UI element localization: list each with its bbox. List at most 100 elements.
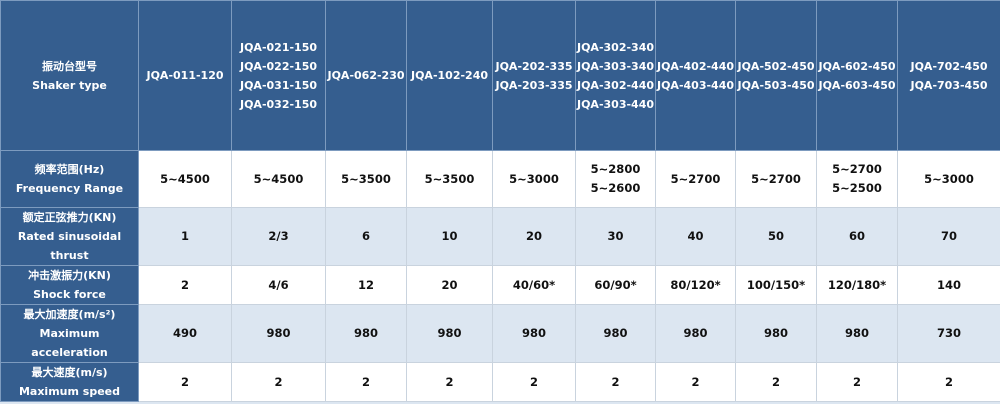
model-header-text: JQA-503-450 <box>737 78 815 92</box>
table-cell: 2/3 <box>231 207 326 266</box>
row-label-text: Frequency Range <box>15 182 124 195</box>
table-cell: 5~3500 <box>406 150 493 208</box>
table-cell: 4/6 <box>231 265 326 305</box>
table-cell: 980 <box>655 304 736 363</box>
model-header-text: JQA-302-440 <box>576 78 654 92</box>
table-cell-text: 20 <box>441 277 458 292</box>
table-cell-text: 80/120* <box>670 277 721 292</box>
table-row: 频率范围(Hz) Frequency Range 5~4500 5~4500 5~350… <box>0 150 1000 208</box>
table-cell-text: 5~2700 <box>670 171 721 186</box>
table-cell-text: 2 <box>944 374 953 389</box>
table-cell-text: 980 <box>353 326 378 340</box>
row-label-text: Rated sinusoidal thrust <box>17 230 122 262</box>
table-cell: 5~3000 <box>897 150 1000 208</box>
table-cell: 12 <box>325 265 407 305</box>
table-cell-text: 980 <box>603 326 628 340</box>
row-label: 最大速度(m/s) Maximum speed <box>0 362 139 402</box>
model-header-text: JQA-502-450 <box>737 59 815 73</box>
table-cell-text: 2 <box>852 374 861 389</box>
table-cell: 5~2700 <box>735 150 817 208</box>
table-cell-text: 5~4500 <box>160 171 210 186</box>
table-cell: 980 <box>575 304 656 363</box>
table-cell: 2 <box>735 362 817 402</box>
table-cell: 980 <box>735 304 817 363</box>
table-cell-text: 60/90* <box>594 277 637 292</box>
table-cell: 50 <box>735 207 817 266</box>
model-header-text: JQA-102-240 <box>410 69 488 82</box>
table-cell: 60 <box>816 207 898 266</box>
model-header-text: JQA-602-450 <box>818 59 896 73</box>
table-cell-text: 50 <box>767 229 784 243</box>
table-cell: 100/150* <box>735 265 817 305</box>
row-label-text: Shaker type <box>32 78 107 92</box>
row-label-text: 最大加速度(m/s²) <box>23 308 116 321</box>
table-cell-text: 5~2700 <box>751 171 801 186</box>
table-cell-text: 1 <box>180 229 189 243</box>
table-cell-text: 60 <box>848 229 865 243</box>
row-label-text: 冲击激振力(KN) <box>28 269 111 282</box>
row-label-text: 频率范围(Hz) <box>34 163 105 176</box>
table-cell: 490 <box>138 304 232 363</box>
model-header-text: JQA-011-120 <box>146 69 224 82</box>
table-cell: 80/120* <box>655 265 736 305</box>
table-cell: 980 <box>406 304 493 363</box>
model-header-text: JQA-403-440 <box>656 78 734 92</box>
table-cell: 5~2700 <box>655 150 736 208</box>
row-label-text: 额定正弦推力(KN) <box>22 211 117 224</box>
table-cell: 5~3500 <box>325 150 407 208</box>
row-label: 振动台型号 Shaker type <box>0 0 139 151</box>
model-header-text: JQA-031-150 <box>239 78 317 92</box>
table-cell-text: 5~4500 <box>253 171 304 186</box>
row-label: 最大加速度(m/s²) Maximum acceleration <box>0 304 139 363</box>
table-cell-text: 980 <box>763 326 788 340</box>
table-cell-text: 4/6 <box>268 277 289 292</box>
table-cell-text: 140 <box>936 277 961 292</box>
table-cell-text: 980 <box>521 326 546 340</box>
model-header-text: JQA-302-340 <box>576 40 654 54</box>
table-cell-text: 5~2700 <box>832 162 882 176</box>
table-cell-text: 20 <box>525 229 542 243</box>
table-cell-text: 70 <box>940 229 957 243</box>
table-cell-text: 2 <box>180 374 189 389</box>
table-cell-text: 5~3500 <box>341 171 391 186</box>
table-cell: 20 <box>492 207 576 266</box>
table-cell: 1 <box>138 207 232 266</box>
row-label: 冲击激振力(KN) Shock force <box>0 265 139 305</box>
table-cell-text: 2 <box>361 374 370 389</box>
table-cell: 730 <box>897 304 1000 363</box>
model-header-text: JQA-062-230 <box>327 69 405 82</box>
table-cell-text: 40/60* <box>512 277 556 292</box>
table-cell: 20 <box>406 265 493 305</box>
table-cell: 5~2700 5~2500 <box>816 150 898 208</box>
table-cell-text: 5~2600 <box>590 181 641 195</box>
table-cell-text: 5~3500 <box>424 171 475 186</box>
table-cell-text: 40 <box>687 229 704 243</box>
table-row: 冲击激振力(KN) Shock force 2 4/6 12 20 40/60* 60/90*… <box>0 265 1000 305</box>
table-cell: 2 <box>816 362 898 402</box>
row-label-text: 振动台型号 <box>42 59 97 73</box>
table-cell: 70 <box>897 207 1000 266</box>
row-label-text: 最大速度(m/s) <box>31 366 108 379</box>
model-header-text: JQA-022-150 <box>239 59 317 73</box>
table-cell: 140 <box>897 265 1000 305</box>
table-cell-text: 980 <box>683 326 708 340</box>
model-header: JQA-502-450 JQA-503-450 <box>735 0 817 151</box>
model-header: JQA-402-440 JQA-403-440 <box>655 0 736 151</box>
model-header: JQA-011-120 <box>138 0 232 151</box>
model-header-text: JQA-202-335 <box>495 59 573 73</box>
model-header: JQA-062-230 <box>325 0 407 151</box>
row-label-text: Maximum speed <box>18 385 121 398</box>
table-cell-text: 2 <box>180 277 189 292</box>
table-cell-text: 2 <box>691 374 700 389</box>
model-header: JQA-202-335 JQA-203-335 <box>492 0 576 151</box>
table-cell: 40/60* <box>492 265 576 305</box>
model-header-text: JQA-303-440 <box>576 97 654 111</box>
row-label: 频率范围(Hz) Frequency Range <box>0 150 139 208</box>
table-cell: 120/180* <box>816 265 898 305</box>
table-cell: 980 <box>816 304 898 363</box>
model-header-text: JQA-303-340 <box>576 59 654 73</box>
model-header: JQA-602-450 JQA-603-450 <box>816 0 898 151</box>
table-cell: 2 <box>575 362 656 402</box>
table-cell: 5~4500 <box>138 150 232 208</box>
